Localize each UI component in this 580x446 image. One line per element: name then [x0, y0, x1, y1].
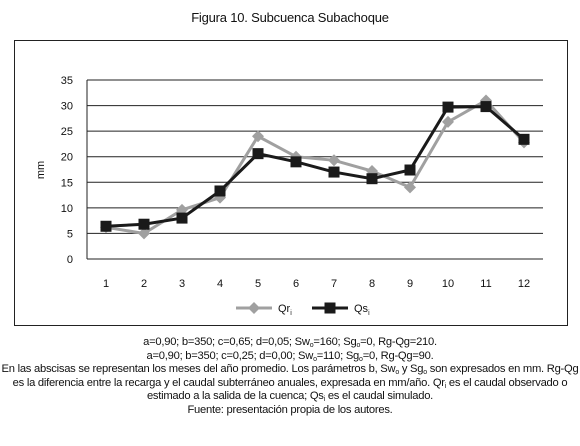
- data-point: [138, 218, 150, 230]
- series-group: [100, 94, 530, 240]
- y-tick-label: 25: [61, 126, 73, 138]
- chart-frame: [14, 40, 568, 326]
- legend-item-qr: Qri: [236, 302, 292, 317]
- data-point: [442, 115, 454, 128]
- y-axis-label: mm: [35, 161, 47, 179]
- data-point: [480, 101, 492, 113]
- y-tick-label: 30: [61, 101, 73, 113]
- data-point: [442, 101, 454, 113]
- x-tick-labels: 1 2 3 4 5 6 7 8 9 10 11 12: [103, 278, 530, 290]
- series-line: [105, 98, 526, 235]
- y-tick-label: 20: [61, 152, 73, 164]
- x-tick-label: 2: [141, 278, 147, 290]
- data-point: [366, 173, 378, 185]
- y-tick-label: 15: [61, 177, 73, 189]
- data-point: [252, 130, 264, 143]
- data-point: [214, 185, 226, 197]
- caption-line-1: a=0,90; b=350; c=0,65; d=0,05; Swo=160; …: [143, 336, 437, 349]
- x-tick-label: 11: [480, 278, 491, 290]
- x-tick-label: 9: [407, 278, 413, 290]
- caption-line-5: estimado a la salida de la cuenca; Qsi e…: [146, 390, 434, 404]
- data-point: [176, 212, 188, 224]
- data-point: [518, 133, 530, 145]
- caption-line-2: a=0,90; b=350; c=0,25; d=0,00; Swo=110; …: [146, 349, 434, 363]
- data-point: [252, 148, 264, 160]
- caption-source: Fuente: presentación propia de los autor…: [187, 403, 393, 416]
- data-point: [328, 154, 340, 167]
- caption-line-3: En las abscisas se representan los meses…: [1, 363, 579, 377]
- figure-caption: a=0,90; b=350; c=0,65; d=0,05; Swo=160; …: [0, 336, 580, 418]
- legend-marker: [248, 302, 260, 314]
- x-tick-label: 12: [518, 278, 530, 290]
- legend-label: Qri: [278, 303, 292, 317]
- legend: Qri Qsi: [236, 302, 370, 317]
- y-tick-label: 35: [61, 75, 73, 87]
- y-tick-labels: 0 5 10 15 20 25 30 35: [61, 75, 73, 266]
- legend-marker: [324, 302, 336, 314]
- figure-title: Figura 10. Subcuenca Subachoque: [191, 10, 389, 25]
- x-tick-label: 6: [293, 278, 299, 290]
- x-tick-label: 10: [442, 278, 454, 290]
- data-point: [404, 181, 416, 194]
- data-point: [404, 164, 416, 176]
- y-tick-label: 0: [67, 254, 73, 266]
- series-qs: [100, 101, 530, 232]
- data-point: [290, 156, 302, 168]
- x-tick-label: 4: [217, 278, 223, 290]
- x-tick-label: 7: [331, 278, 337, 290]
- y-tick-label: 5: [67, 228, 73, 240]
- y-tick-label: 10: [61, 203, 73, 215]
- caption-line-4: es la diferencia entre la recarga y el c…: [12, 376, 568, 390]
- x-tick-label: 3: [179, 278, 185, 290]
- x-tick-label: 5: [255, 278, 261, 290]
- x-tick-label: 1: [103, 278, 109, 290]
- legend-label: Qsi: [354, 303, 370, 317]
- series-line: [105, 105, 525, 228]
- x-tick-label: 8: [369, 278, 375, 290]
- data-point: [100, 220, 112, 232]
- legend-item-qs: Qsi: [312, 302, 370, 317]
- data-point: [328, 166, 340, 178]
- data-point: [138, 227, 150, 240]
